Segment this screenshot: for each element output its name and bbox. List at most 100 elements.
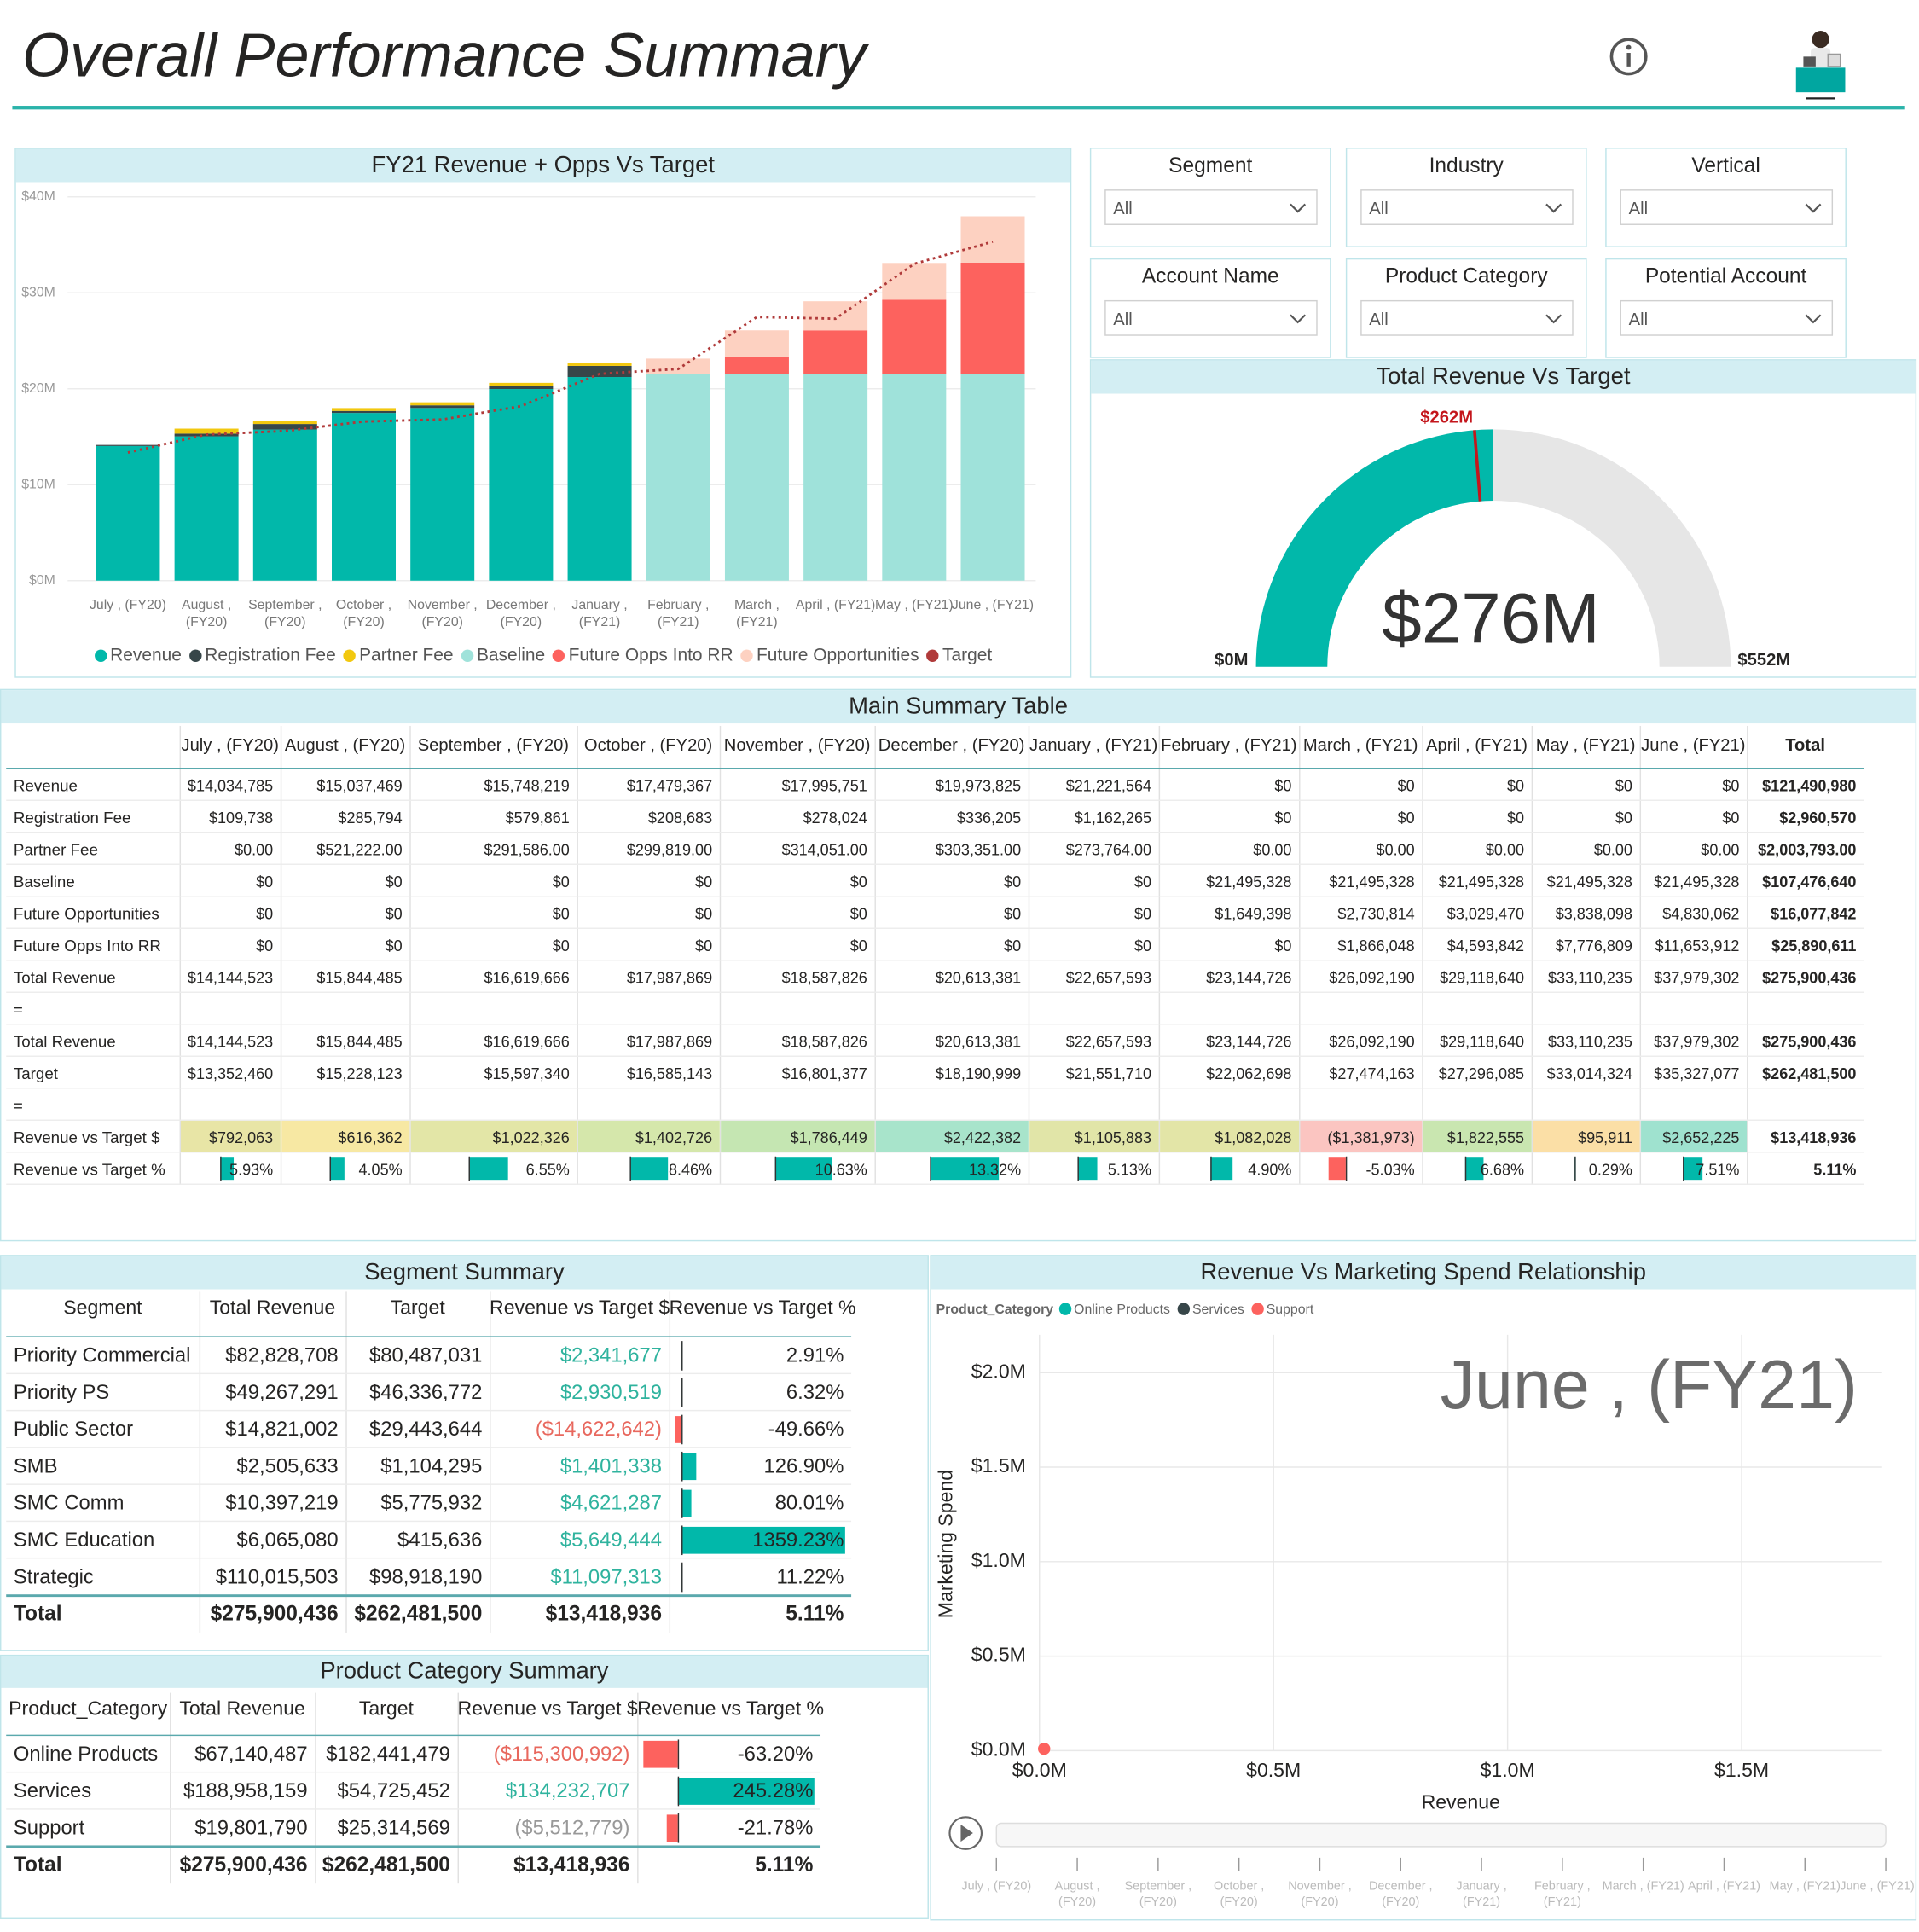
bar-segment (96, 445, 160, 581)
slicer-dropdown[interactable]: All (1104, 299, 1318, 336)
y-tick-label: $1.5M (971, 1454, 1026, 1477)
column-header: Revenue vs Target $ (490, 1297, 670, 1320)
column-rule (1422, 725, 1423, 1185)
bar-segment (646, 374, 710, 581)
column-header: Revenue vs Target % (669, 1297, 856, 1320)
legend-swatch (740, 649, 753, 662)
bar-segment (882, 263, 947, 300)
cell: 11.22% (776, 1566, 844, 1589)
slicer-value: All (1369, 309, 1389, 329)
legend-label: Future Opportunities (756, 646, 919, 666)
cell: $415,636 (397, 1529, 483, 1552)
cell: $33,014,324 (1546, 1065, 1632, 1083)
play-track[interactable] (995, 1822, 1887, 1848)
cell: $2,505,633 (236, 1455, 339, 1478)
cell: $19,801,790 (194, 1817, 308, 1840)
chevron (1545, 314, 1562, 324)
gauge-target (1473, 430, 1482, 502)
row-label: Revenue vs Target % (13, 1160, 165, 1179)
total-cell: $262,481,500 (322, 1853, 450, 1877)
cell: $275,900,436 (1762, 969, 1857, 987)
bar-axis (775, 1156, 777, 1181)
cell: $2,652,225 (1662, 1129, 1740, 1147)
bar-segment (960, 374, 1025, 581)
data-bar (681, 1489, 692, 1517)
cell-background (181, 1120, 281, 1152)
cell: $14,144,523 (187, 1033, 274, 1051)
legend-label: Baseline (476, 646, 546, 666)
bar-segment (567, 365, 632, 378)
x-tick-label: $0.5M (1246, 1759, 1301, 1781)
x-axis-label: Revenue (1422, 1791, 1500, 1813)
header-rule (6, 1336, 852, 1337)
row-rule (6, 1483, 852, 1485)
data-bar (666, 1814, 679, 1842)
cell: -21.78% (737, 1817, 814, 1840)
slicer-dropdown[interactable]: All (1620, 189, 1834, 225)
row-rule (6, 1372, 852, 1375)
cell: $18,190,999 (935, 1065, 1022, 1083)
column-header: July , (FY20) (181, 734, 279, 755)
play-label: October , (FY20) (1213, 1879, 1265, 1910)
row-rule (6, 1119, 1864, 1121)
cell: -49.66% (768, 1418, 844, 1441)
cell: 4.90% (1248, 1161, 1292, 1179)
total-cell: $262,481,500 (354, 1601, 483, 1626)
cell: $2,960,570 (1779, 809, 1857, 827)
bar-segment (332, 413, 397, 581)
cell: $0 (849, 937, 867, 955)
slicer-label: Segment (1168, 154, 1253, 177)
cell: $314,051.00 (781, 841, 867, 859)
legend: Revenue Registration Fee Partner Fee Baseli… (14, 643, 1071, 668)
y-tick-label: $40M (21, 189, 55, 204)
chevron (1290, 314, 1307, 324)
slicer-dropdown[interactable]: All (1620, 299, 1834, 336)
cell: $0 (1615, 809, 1632, 827)
info-icon[interactable] (1609, 38, 1648, 76)
column-rule (179, 725, 182, 1185)
column-rule (1531, 725, 1533, 1185)
cell: $1,022,326 (492, 1129, 570, 1147)
cell: $49,267,291 (225, 1381, 339, 1404)
row-rule (6, 799, 1864, 801)
cell: $13,418,936 (1771, 1129, 1857, 1147)
total-rule (6, 1845, 821, 1848)
column-header: Product_Category (9, 1698, 168, 1720)
total-cell: Total (13, 1853, 62, 1877)
cell: $0 (385, 873, 403, 891)
cell: $54,725,452 (337, 1780, 450, 1802)
cell: $1,401,338 (559, 1455, 662, 1478)
cell: $33,110,235 (1548, 1033, 1632, 1051)
column-header: August , (FY20) (284, 734, 406, 755)
cell: $792,063 (208, 1129, 274, 1147)
cell: $46,336,772 (369, 1381, 483, 1404)
cell: $0 (385, 905, 403, 923)
legend-item: Future Opportunities (740, 643, 919, 668)
slicer-dropdown[interactable]: All (1360, 299, 1574, 336)
cell: $1,105,883 (1074, 1129, 1152, 1147)
play-label: May , (FY21) (1769, 1879, 1841, 1894)
gauge-target-label: $262M (1420, 409, 1473, 427)
play-label: August , (FY20) (1054, 1879, 1100, 1910)
x-tick-label: January , (FY21) (571, 597, 628, 630)
row-label: Target (13, 1064, 58, 1083)
cell: $4,830,062 (1662, 905, 1740, 923)
page-title: Overall Performance Summary (21, 20, 867, 90)
slicer-label: Industry (1429, 154, 1504, 177)
panel-title: Product Category Summary (1, 1656, 928, 1688)
slicer-dropdown[interactable]: All (1104, 189, 1318, 225)
cell: $20,613,381 (935, 969, 1022, 987)
column-header: March , (FY21) (1302, 734, 1418, 755)
cell: $0 (1506, 809, 1525, 827)
row-label: Future Opportunities (13, 904, 159, 923)
column-header: Total Revenue (209, 1297, 336, 1320)
row-label: Total Revenue (13, 968, 116, 987)
cell: $16,619,666 (484, 969, 570, 987)
slicer-dropdown[interactable]: All (1360, 189, 1574, 225)
bar-axis (678, 1739, 680, 1770)
play-button[interactable] (948, 1816, 983, 1850)
cell: $0 (1615, 777, 1632, 795)
cell: $0 (1722, 809, 1740, 827)
cell: $27,296,085 (1438, 1065, 1525, 1083)
bar-axis (678, 1776, 680, 1807)
